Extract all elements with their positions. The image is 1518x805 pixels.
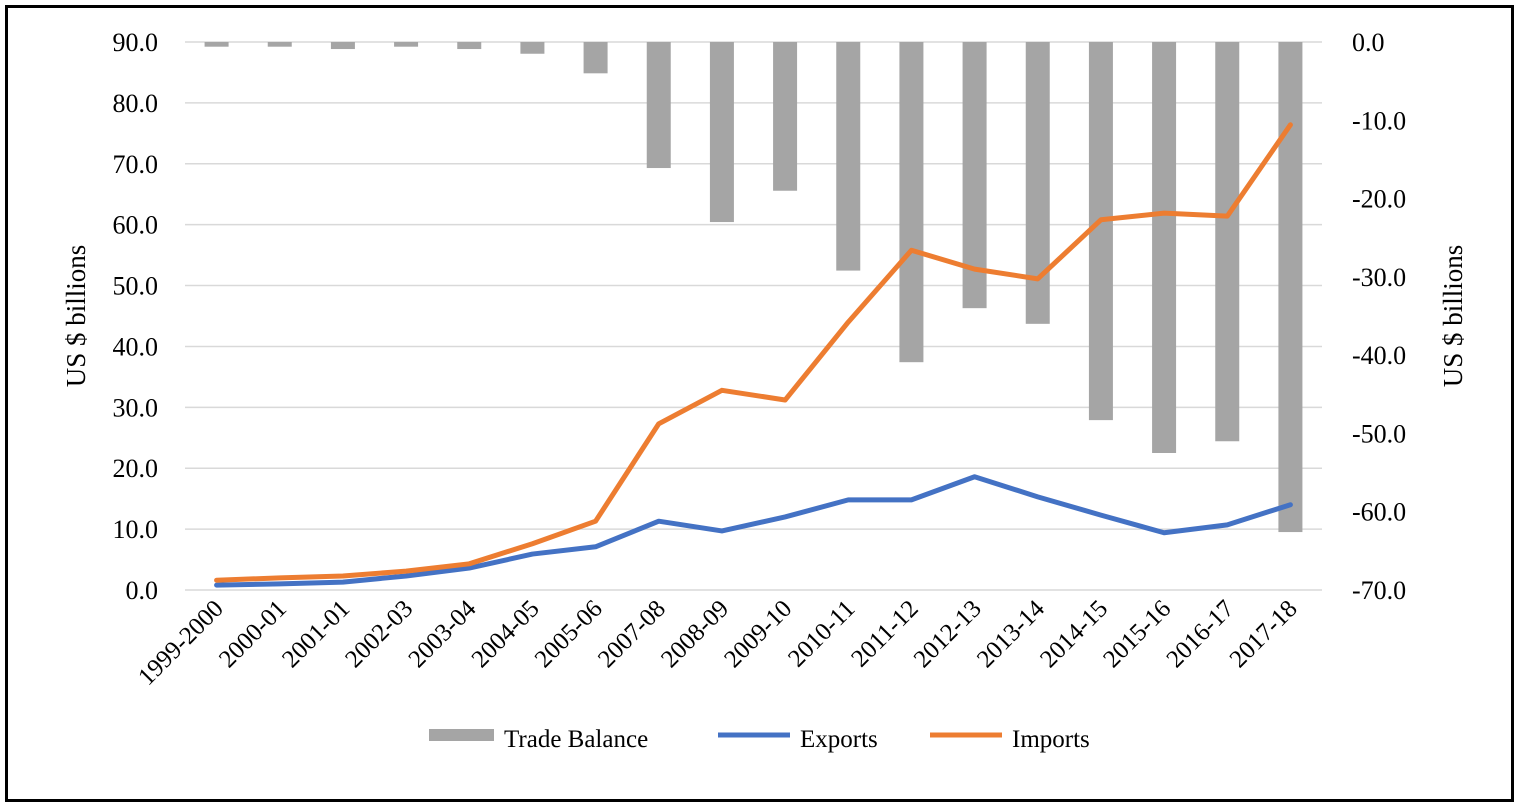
y-axis-label: US $ billions — [61, 245, 91, 388]
bar-trade-balance — [267, 42, 292, 47]
bar-trade-balance — [583, 42, 608, 74]
x-tick-label: 2016-17 — [1161, 595, 1239, 673]
x-tick-label: 2004-05 — [467, 595, 545, 673]
x-tick-label: 2007-08 — [593, 595, 671, 673]
x-tick-label: 2012-13 — [909, 595, 987, 673]
x-tick-label: 1999-2000 — [133, 595, 229, 691]
bar-trade-balance — [1152, 42, 1177, 453]
bar-trade-balance — [394, 42, 419, 47]
x-tick-label: 2001-01 — [277, 595, 355, 673]
legend-label-trade-balance: Trade Balance — [504, 726, 648, 753]
y2-tick-label: -50.0 — [1352, 419, 1406, 448]
y-tick-label: 50.0 — [113, 272, 159, 301]
x-tick-label: 2000-01 — [214, 595, 292, 673]
y2-axis-label: US $ billions — [1438, 245, 1468, 388]
bar-trade-balance — [520, 42, 545, 54]
y2-tick-label: -70.0 — [1352, 576, 1406, 605]
y-tick-label: 80.0 — [113, 89, 159, 118]
gridlines — [185, 41, 1322, 591]
legend-label-imports: Imports — [1012, 726, 1090, 753]
bar-trade-balance — [646, 42, 671, 169]
bar-trade-balance — [1025, 42, 1050, 324]
left-axis-ticks: 0.0 10.0 20.0 30.0 40.0 50.0 60.0 70.0 80.0 90.0 — [113, 28, 159, 605]
bar-trade-balance — [709, 42, 734, 223]
y-tick-label: 30.0 — [113, 393, 159, 422]
x-tick-label: 2009-10 — [719, 595, 797, 673]
y2-tick-label: -10.0 — [1352, 106, 1406, 135]
line-series — [214, 122, 1293, 588]
x-tick-label: 2002-03 — [340, 595, 418, 673]
x-tick-label: 2011-12 — [846, 595, 923, 672]
chart-frame — [5, 5, 1514, 802]
trade-balance-bars — [204, 42, 1303, 533]
legend-label-exports: Exports — [800, 726, 878, 753]
x-tick-label: 2003-04 — [403, 595, 481, 673]
x-axis-ticks: 1999-20002000-012001-012002-032003-04200… — [133, 595, 1303, 691]
bar-trade-balance — [1215, 42, 1240, 442]
y-tick-label: 20.0 — [113, 454, 159, 483]
x-tick-label: 2010-11 — [783, 595, 860, 672]
bar-trade-balance — [330, 42, 355, 50]
bar-trade-balance — [1278, 42, 1303, 533]
bar-trade-balance — [773, 42, 798, 191]
line-imports — [214, 122, 1293, 583]
y2-tick-label: -30.0 — [1352, 263, 1406, 292]
y-tick-label: 40.0 — [113, 332, 159, 361]
y2-tick-label: -20.0 — [1352, 185, 1406, 214]
x-tick-label: 2008-09 — [656, 595, 734, 673]
x-tick-label: 2017-18 — [1225, 595, 1303, 673]
y2-tick-label: -40.0 — [1352, 341, 1406, 370]
y-tick-label: 10.0 — [113, 515, 159, 544]
bar-trade-balance — [204, 42, 229, 47]
y2-tick-label: 0.0 — [1352, 28, 1385, 57]
bar-trade-balance — [962, 42, 987, 309]
y2-tick-label: -60.0 — [1352, 498, 1406, 527]
x-tick-label: 2015-16 — [1098, 595, 1176, 673]
y-tick-label: 60.0 — [113, 211, 159, 240]
bar-trade-balance — [836, 42, 861, 271]
y-tick-label: 70.0 — [113, 150, 159, 179]
legend-swatch-trade-balance — [429, 729, 494, 741]
line-exports — [214, 474, 1293, 588]
bar-trade-balance — [899, 42, 924, 363]
y-tick-label: 0.0 — [126, 576, 159, 605]
legend: Trade Balance Exports Imports — [429, 726, 1090, 753]
bar-trade-balance — [457, 42, 482, 50]
x-tick-label: 2013-14 — [972, 595, 1050, 673]
y-tick-label: 90.0 — [113, 28, 159, 57]
right-axis-ticks: -70.0 -60.0 -50.0 -40.0 -30.0 -20.0 -10.0 0.0 — [1352, 28, 1406, 605]
bar-trade-balance — [1088, 42, 1113, 421]
x-tick-label: 2014-15 — [1035, 595, 1113, 673]
x-tick-label: 2005-06 — [530, 595, 608, 673]
